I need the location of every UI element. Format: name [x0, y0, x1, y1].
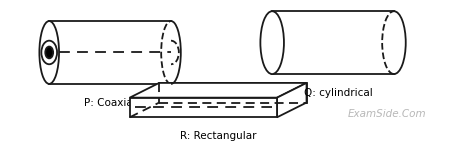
Polygon shape [129, 98, 276, 117]
Ellipse shape [45, 47, 53, 58]
Polygon shape [276, 83, 306, 117]
Text: R: Rectangular: R: Rectangular [179, 131, 256, 141]
Text: Q: cylindrical: Q: cylindrical [303, 88, 372, 98]
Polygon shape [129, 83, 306, 98]
Ellipse shape [41, 41, 57, 64]
Text: P: Coaxial: P: Coaxial [84, 98, 136, 108]
Ellipse shape [260, 11, 283, 74]
Polygon shape [159, 83, 306, 102]
Text: ExamSide.Com: ExamSide.Com [347, 109, 425, 119]
Ellipse shape [39, 21, 59, 84]
